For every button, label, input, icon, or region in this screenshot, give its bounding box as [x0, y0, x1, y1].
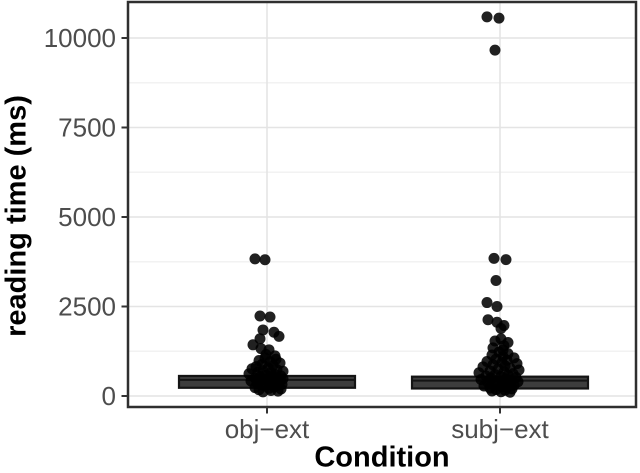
data-point — [264, 311, 276, 323]
data-point — [490, 275, 502, 287]
data-point — [254, 310, 266, 322]
panel-border — [126, 0, 638, 409]
data-point — [257, 324, 269, 336]
data-point — [481, 297, 493, 309]
x-category-label: obj−ext — [225, 414, 310, 444]
data-point — [493, 12, 505, 24]
y-tick-label: 0 — [102, 381, 116, 411]
data-point — [489, 44, 501, 56]
x-axis-title: Condition — [314, 441, 450, 473]
data-point — [504, 386, 516, 398]
y-tick-label: 5000 — [58, 202, 116, 232]
data-point — [259, 254, 271, 266]
data-point — [249, 253, 261, 265]
data-point — [495, 386, 507, 398]
data-point — [500, 254, 512, 266]
data-point — [272, 385, 284, 397]
data-point — [495, 323, 507, 335]
y-axis-title: reading time (ms) — [0, 95, 33, 337]
data-point — [481, 11, 493, 23]
data-point — [482, 314, 494, 326]
data-point — [486, 385, 498, 397]
x-category-label: subj−ext — [451, 414, 549, 444]
data-point — [257, 386, 269, 398]
y-tick-label: 2500 — [58, 292, 116, 322]
y-tick-label: 7500 — [58, 113, 116, 143]
data-point — [488, 252, 500, 264]
y-tick-label: 10000 — [44, 23, 116, 53]
data-point — [273, 330, 285, 342]
data-point — [491, 301, 503, 312]
